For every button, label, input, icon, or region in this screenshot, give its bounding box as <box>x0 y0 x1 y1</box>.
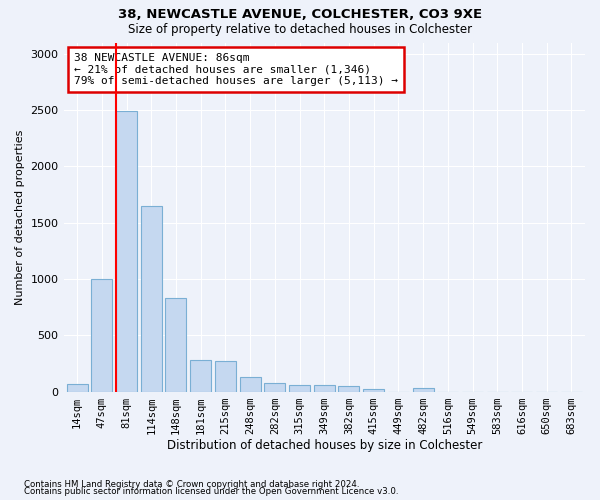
Text: 38, NEWCASTLE AVENUE, COLCHESTER, CO3 9XE: 38, NEWCASTLE AVENUE, COLCHESTER, CO3 9X… <box>118 8 482 20</box>
Bar <box>289 385 310 392</box>
Bar <box>363 390 384 392</box>
Y-axis label: Number of detached properties: Number of detached properties <box>15 130 25 304</box>
Text: 38 NEWCASTLE AVENUE: 86sqm
← 21% of detached houses are smaller (1,346)
79% of s: 38 NEWCASTLE AVENUE: 86sqm ← 21% of deta… <box>74 53 398 86</box>
Bar <box>338 386 359 392</box>
Text: Size of property relative to detached houses in Colchester: Size of property relative to detached ho… <box>128 22 472 36</box>
Text: Contains public sector information licensed under the Open Government Licence v3: Contains public sector information licen… <box>24 487 398 496</box>
Text: Contains HM Land Registry data © Crown copyright and database right 2024.: Contains HM Land Registry data © Crown c… <box>24 480 359 489</box>
Bar <box>265 383 286 392</box>
Bar <box>239 377 260 392</box>
Bar <box>91 279 112 392</box>
Bar <box>190 360 211 392</box>
Bar <box>314 386 335 392</box>
Bar <box>67 384 88 392</box>
Bar <box>141 206 162 392</box>
Bar <box>413 388 434 392</box>
Bar <box>215 361 236 392</box>
Bar <box>166 298 187 392</box>
X-axis label: Distribution of detached houses by size in Colchester: Distribution of detached houses by size … <box>167 440 482 452</box>
Bar <box>116 111 137 392</box>
